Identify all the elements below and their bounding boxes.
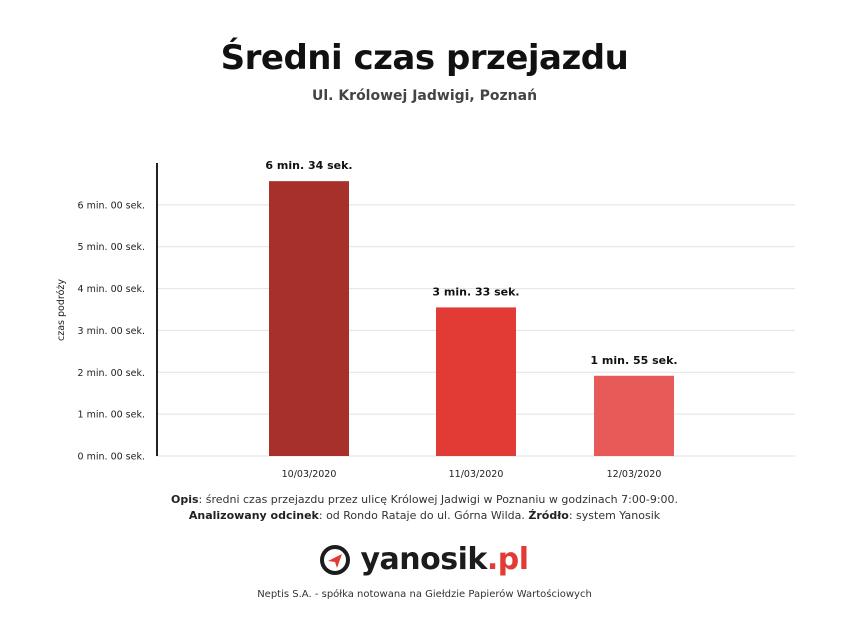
- bar: [269, 181, 349, 456]
- logo-domain-ext: .pl: [486, 542, 529, 577]
- yanosik-logo: yanosik.pl: [0, 542, 849, 577]
- yanosik-logo-icon: [320, 544, 351, 575]
- y-tick-label: 4 min. 00 sek.: [78, 284, 145, 295]
- data-label: 1 min. 55 sek.: [590, 354, 677, 367]
- data-label: 6 min. 34 sek.: [265, 159, 352, 172]
- bar: [436, 307, 516, 456]
- notes-segment-key: Analizowany odcinek: [188, 509, 319, 522]
- notes-segment-text: : od Rondo Rataje do ul. Górna Wilda.: [318, 509, 529, 522]
- y-tick-label: 6 min. 00 sek.: [78, 200, 145, 211]
- notes-line-1: Opis: średni czas przejazdu przez ulicę …: [0, 492, 849, 508]
- logo-text: yanosik.pl: [360, 542, 529, 577]
- y-tick-label: 5 min. 00 sek.: [78, 242, 145, 253]
- x-tick-label: 12/03/2020: [607, 469, 662, 480]
- data-label: 3 min. 33 sek.: [432, 285, 519, 298]
- chart-title: Średni czas przejazdu: [220, 38, 629, 78]
- footer-text: Neptis S.A. - spółka notowana na Giełdzi…: [257, 589, 592, 600]
- bar: [594, 375, 674, 456]
- y-tick-label: 3 min. 00 sek.: [78, 326, 145, 337]
- x-tick-label: 10/03/2020: [282, 469, 337, 480]
- notes-source-text: : system Yanosik: [568, 509, 661, 522]
- y-axis-label: czas podróży: [56, 279, 67, 341]
- notes-source-key: Źródło: [528, 509, 569, 522]
- chart-subtitle: Ul. Królowej Jadwigi, Poznań: [311, 88, 538, 104]
- y-tick-label: 0 min. 00 sek.: [78, 452, 145, 463]
- y-tick-label: 2 min. 00 sek.: [78, 368, 145, 379]
- y-tick-label: 1 min. 00 sek.: [78, 410, 145, 421]
- x-tick-label: 11/03/2020: [449, 469, 504, 480]
- notes-description-text: : średni czas przejazdu przez ulicę Król…: [198, 493, 679, 506]
- notes-line-2: Analizowany odcinek: od Rondo Rataje do …: [0, 508, 849, 524]
- chart-notes: Opis: średni czas przejazdu przez ulicę …: [0, 492, 849, 524]
- notes-description-key: Opis: [170, 493, 199, 506]
- logo-name: yanosik: [360, 542, 487, 577]
- bar-chart: 0 min. 00 sek. 1 min. 00 sek. 2 min. 00 se…: [56, 159, 795, 480]
